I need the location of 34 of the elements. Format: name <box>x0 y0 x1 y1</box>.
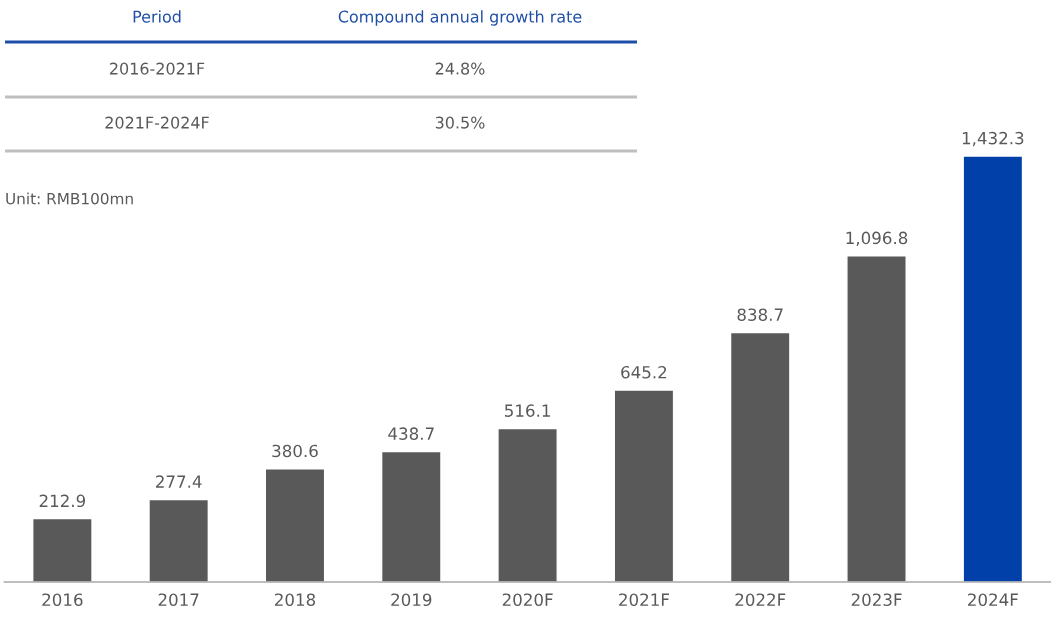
bar <box>264 468 326 582</box>
bar <box>32 517 93 582</box>
data-label: 277.4 <box>156 475 202 488</box>
x-tick-label: 2020F <box>502 593 553 607</box>
text: 30.5% <box>435 116 485 129</box>
data-label: 380.6 <box>272 444 318 458</box>
data-label: 1,096.8 <box>846 231 908 246</box>
data-label: 1,432.3 <box>962 131 1024 147</box>
x-tick-label: 2019 <box>391 593 432 607</box>
text: 2021F-2024F <box>105 116 209 129</box>
data-label: 438.7 <box>388 427 434 440</box>
annotation: Unit: RMB100mn <box>6 192 133 205</box>
text: 24.8% <box>435 62 485 75</box>
bar <box>497 427 558 582</box>
x-tick-label: 2016 <box>42 593 83 607</box>
x-tick-label: 2018 <box>274 593 316 607</box>
x-tick-label: 2017 <box>158 593 199 607</box>
data-label: 838.7 <box>737 308 783 321</box>
data-label: 645.2 <box>621 365 667 379</box>
text: 2016-2021F <box>110 62 205 75</box>
data-label: 516.1 <box>505 404 550 417</box>
x-tick-label: 2024F <box>968 593 1018 607</box>
x-tick-label: 2021F <box>619 593 669 607</box>
bar <box>148 498 210 582</box>
bar <box>380 450 442 582</box>
x-tick-label: 2022F <box>735 593 786 607</box>
text: Period <box>133 10 181 23</box>
bar <box>846 255 907 582</box>
bar <box>729 331 791 582</box>
bar <box>962 156 1024 582</box>
text: Compound annual growth rate <box>338 10 582 26</box>
bar <box>613 389 675 582</box>
x-tick-label: 2023F <box>851 593 902 607</box>
data-label: 212.9 <box>39 494 86 508</box>
